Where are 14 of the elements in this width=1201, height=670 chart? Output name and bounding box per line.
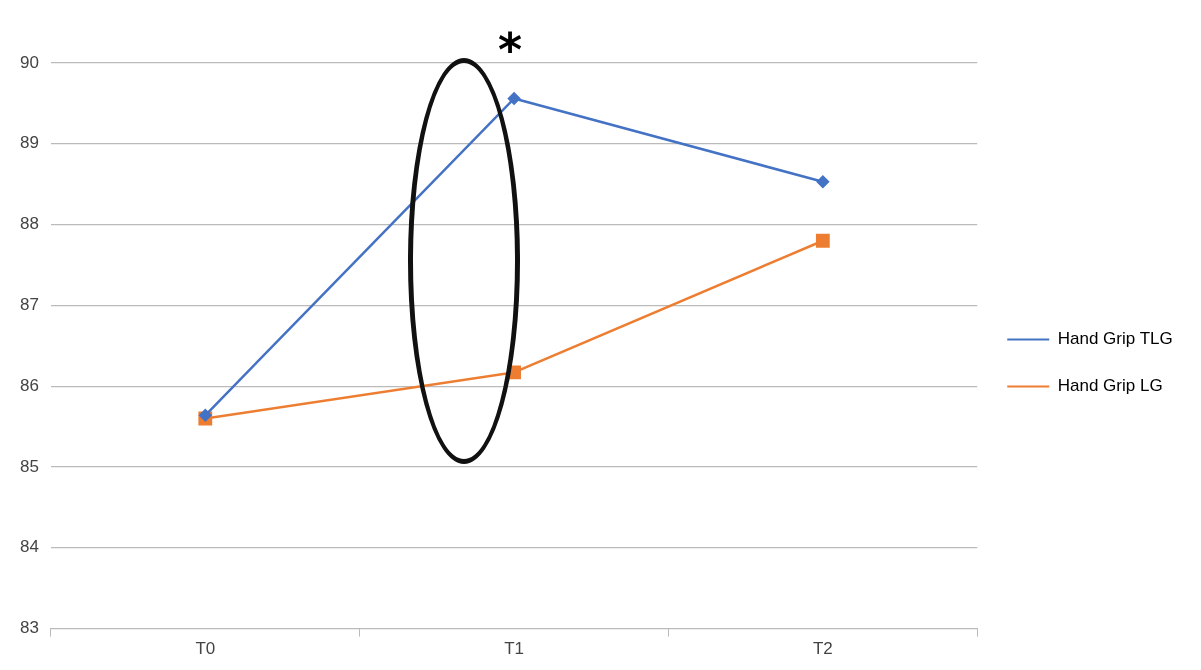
y-tick-label: 85 <box>19 456 39 476</box>
y-tick-label: 87 <box>19 295 39 315</box>
y-tick-label: 88 <box>19 214 39 234</box>
x-tick-label: T0 <box>195 639 216 659</box>
legend-label: Hand Grip TLG <box>1057 329 1173 349</box>
y-tick-label: 89 <box>19 133 39 153</box>
x-tick-label: T2 <box>812 639 833 659</box>
y-tick-label: 83 <box>19 618 39 638</box>
y-tick-label: 90 <box>19 52 39 72</box>
x-tick-label: T1 <box>504 639 524 659</box>
y-tick-label: 84 <box>19 537 39 557</box>
y-tick-label: 86 <box>19 375 39 395</box>
legend-label: Hand Grip LG <box>1057 376 1163 396</box>
annotation: * <box>498 23 523 77</box>
